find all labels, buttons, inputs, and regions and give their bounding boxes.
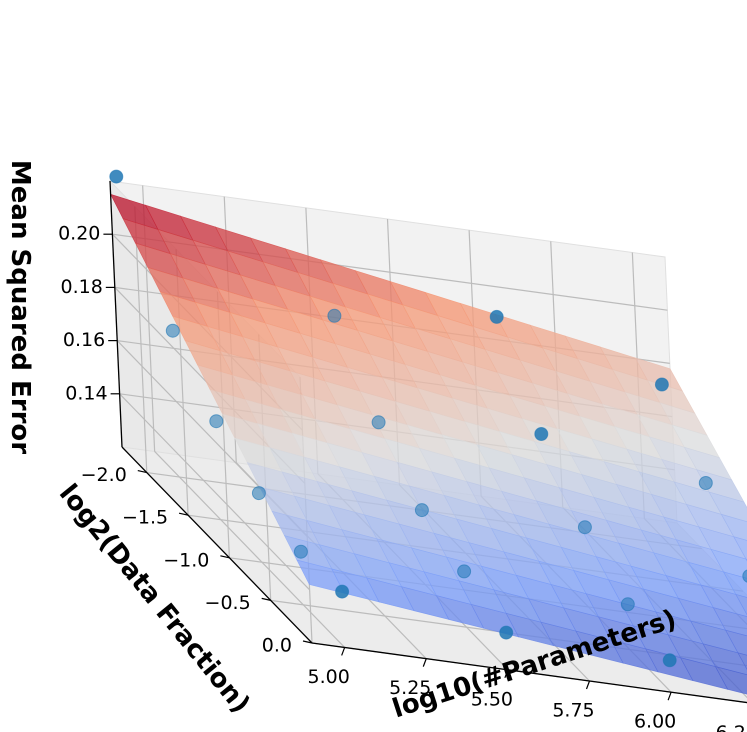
x-tick-mark bbox=[504, 669, 509, 679]
scatter-point bbox=[489, 309, 504, 324]
surface-cell bbox=[720, 513, 747, 541]
y-tick-mark bbox=[302, 640, 313, 644]
surface-plot bbox=[110, 193, 747, 695]
x-tick-label: 5.25 bbox=[389, 677, 431, 699]
x-tick-label: 6.00 bbox=[634, 711, 676, 732]
scatter-point bbox=[457, 564, 472, 579]
z-axis-line bbox=[109, 180, 123, 448]
scatter-point bbox=[534, 427, 549, 441]
scatter-point bbox=[577, 520, 592, 535]
scatter-point bbox=[251, 486, 266, 501]
axis-ticks: 5.005.255.505.756.006.256.50−2.0−1.5−1.0… bbox=[58, 180, 747, 732]
x-tick-label: 6.25 bbox=[716, 722, 747, 732]
x-tick-label: 5.75 bbox=[552, 700, 594, 722]
y-tick-mark bbox=[137, 469, 147, 474]
z-axis-label: Mean Squared Error bbox=[5, 160, 35, 454]
scatter-point bbox=[654, 377, 669, 392]
x-tick-mark bbox=[422, 658, 427, 667]
scatter-point bbox=[620, 597, 635, 612]
y-tick-label: −1.5 bbox=[122, 507, 168, 529]
surface-cell bbox=[714, 666, 747, 695]
y-axis-line bbox=[121, 446, 313, 644]
scatter-point bbox=[109, 169, 124, 184]
surface-cell bbox=[700, 584, 747, 617]
z-tick-label: 0.14 bbox=[65, 382, 107, 404]
y-tick-mark bbox=[261, 597, 271, 601]
y-tick-mark bbox=[220, 555, 230, 559]
surface-cell bbox=[712, 607, 747, 637]
scatter-point bbox=[293, 544, 308, 559]
x-tick-label: 5.50 bbox=[471, 688, 513, 710]
scatter-point bbox=[209, 414, 224, 429]
x-tick-label: 5.00 bbox=[307, 666, 349, 688]
scatter-point bbox=[662, 653, 677, 668]
y-tick-mark bbox=[178, 512, 189, 516]
y-tick-label: −1.0 bbox=[163, 549, 209, 571]
x-tick-mark bbox=[585, 680, 591, 690]
scatter-point bbox=[335, 584, 350, 599]
scatter-points bbox=[109, 169, 747, 668]
scatter-point bbox=[499, 625, 514, 640]
scatter-point bbox=[371, 415, 386, 430]
grid-line-y bbox=[134, 206, 148, 473]
grid-line-z bbox=[119, 393, 311, 591]
z-tick-label: 0.18 bbox=[60, 276, 102, 298]
y-tick-label: −0.5 bbox=[205, 592, 251, 614]
surface-cell bbox=[725, 629, 747, 656]
scatter-point bbox=[327, 308, 342, 323]
scatter-point bbox=[742, 569, 747, 583]
y-tick-label: −2.0 bbox=[81, 464, 127, 486]
x-tick-mark bbox=[341, 647, 346, 656]
z-tick-label: 0.20 bbox=[58, 223, 100, 245]
surface-cell bbox=[737, 652, 747, 671]
surface-cell bbox=[708, 491, 747, 522]
y-tick-label: 0.0 bbox=[262, 635, 292, 657]
scatter-point bbox=[165, 323, 180, 338]
x-tick-mark bbox=[667, 691, 672, 701]
surface-cell bbox=[710, 548, 747, 579]
z-tick-label: 0.16 bbox=[63, 329, 105, 351]
scatter-point bbox=[414, 503, 429, 518]
surface-cell bbox=[735, 593, 747, 616]
surface-cell bbox=[702, 643, 747, 675]
surface-cell bbox=[733, 536, 747, 560]
scatter-point bbox=[698, 476, 713, 490]
